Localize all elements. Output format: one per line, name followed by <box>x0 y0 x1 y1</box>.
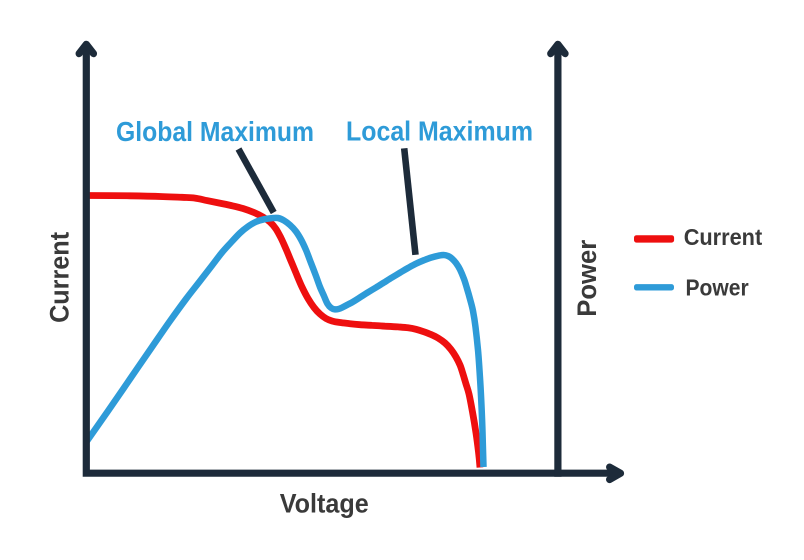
svg-text:Global Maximum: Global Maximum <box>116 116 314 147</box>
svg-text:Power: Power <box>572 239 602 316</box>
svg-text:Current: Current <box>45 232 75 323</box>
svg-text:Current: Current <box>684 224 763 250</box>
svg-text:Voltage: Voltage <box>280 488 369 518</box>
svg-text:Local Maximum: Local Maximum <box>346 115 533 146</box>
svg-text:Power: Power <box>686 274 749 300</box>
